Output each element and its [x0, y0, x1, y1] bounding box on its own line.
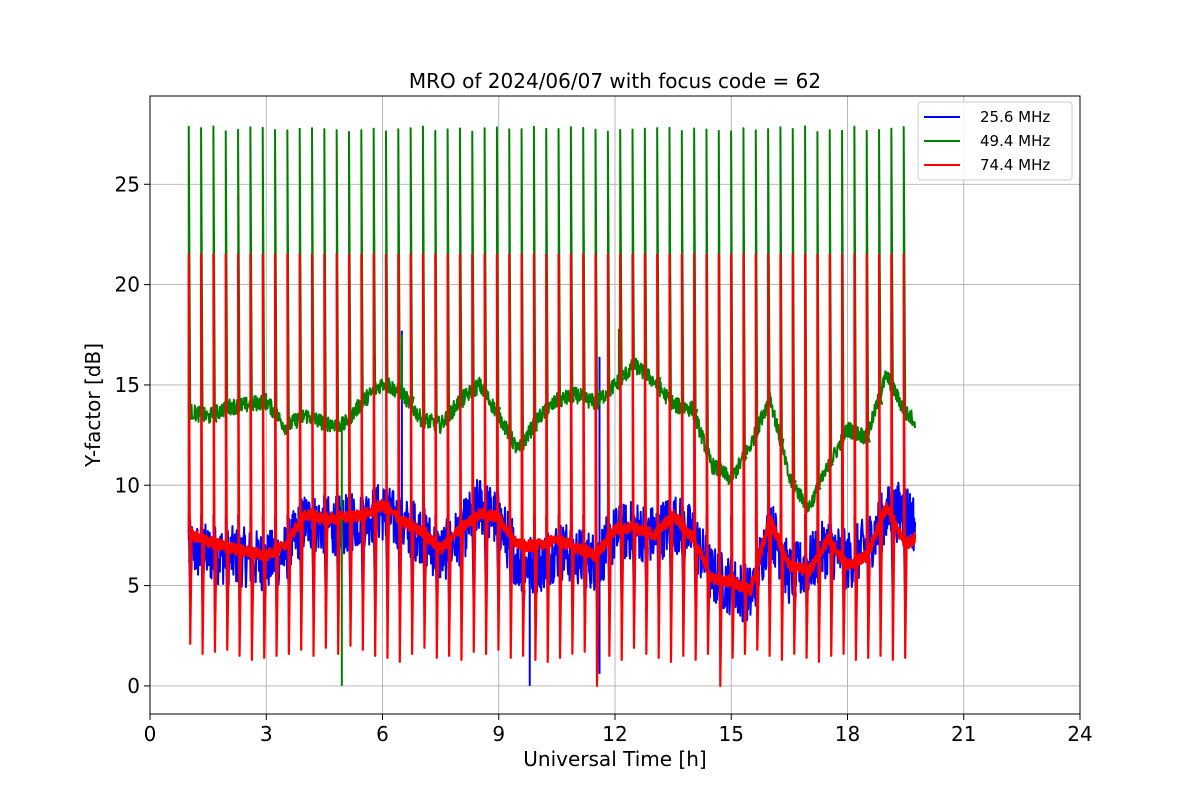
plot-area — [187, 125, 917, 688]
axes: 0 3 6 9 12 15 18 21 24 0 5 10 15 20 25 — [115, 95, 1093, 746]
y-tick-label: 15 — [115, 373, 140, 397]
legend-box — [917, 101, 1073, 181]
series-trend-74-4-mhz — [187, 500, 915, 597]
legend-label: 25.6 MHz — [980, 108, 1050, 126]
axes-frame — [149, 95, 1081, 715]
legend-label: 49.4 MHz — [980, 132, 1050, 150]
y-tick-label: 0 — [127, 674, 140, 698]
y-tick-label: 10 — [115, 473, 140, 497]
y-tick-label: 25 — [115, 172, 140, 196]
legend: 25.6 MHz 49.4 MHz 74.4 MHz — [917, 101, 1073, 181]
y-tick-label: 20 — [115, 273, 140, 297]
chart-title: MRO of 2024/06/07 with focus code = 62 — [409, 69, 821, 93]
x-tick-label: 12 — [602, 722, 627, 746]
x-tick-label: 0 — [144, 722, 157, 746]
x-axis-label: Universal Time [h] — [523, 747, 706, 771]
y-axis-label: Y-factor [dB] — [81, 343, 105, 468]
x-tick-label: 18 — [835, 722, 860, 746]
legend-label: 74.4 MHz — [980, 156, 1050, 174]
x-tick-label: 21 — [951, 722, 976, 746]
x-tick-label: 6 — [376, 722, 389, 746]
x-tick-label: 24 — [1067, 722, 1092, 746]
x-tick-label: 3 — [260, 722, 273, 746]
x-tick-label: 9 — [492, 722, 505, 746]
x-tick-label: 15 — [719, 722, 744, 746]
series-line-49-4-mhz — [187, 125, 917, 513]
y-tick-label: 5 — [127, 574, 140, 598]
